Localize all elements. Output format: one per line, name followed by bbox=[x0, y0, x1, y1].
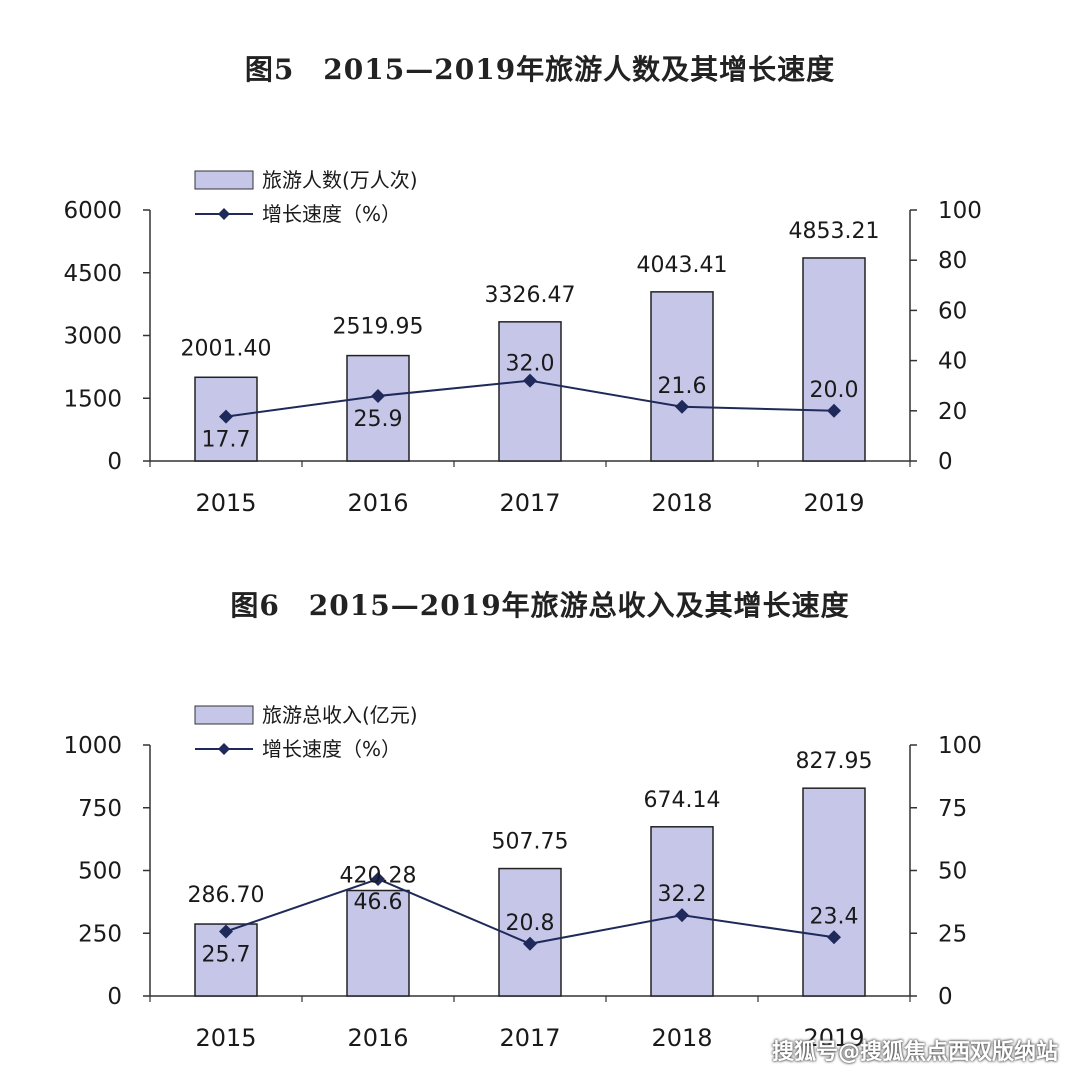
growth-value-label: 46.6 bbox=[354, 890, 403, 915]
growth-value-label: 17.7 bbox=[202, 428, 251, 453]
bar-value-label: 286.70 bbox=[188, 883, 265, 908]
growth-marker bbox=[523, 373, 537, 388]
bar-value-label: 420.28 bbox=[340, 864, 417, 889]
legend-line-label: 增长速度（%） bbox=[262, 737, 401, 761]
left-tick-label: 750 bbox=[78, 796, 122, 822]
category-label: 2019 bbox=[803, 1024, 864, 1052]
bar bbox=[346, 889, 410, 997]
legend-bar-swatch bbox=[194, 170, 254, 190]
left-tick-label: 0 bbox=[107, 449, 122, 475]
category-label: 2018 bbox=[651, 1024, 712, 1052]
category-label: 2016 bbox=[347, 1024, 408, 1052]
category-label: 2016 bbox=[347, 489, 408, 517]
bar bbox=[498, 867, 562, 997]
watermark-text: 搜狐号@搜狐焦点西双版纳站 bbox=[771, 1040, 1058, 1065]
bar bbox=[802, 787, 866, 997]
bar-value-label: 674.14 bbox=[644, 788, 721, 813]
growth-value-label: 20.0 bbox=[810, 378, 859, 403]
growth-marker bbox=[219, 924, 233, 939]
growth-value-label: 25.9 bbox=[354, 407, 403, 432]
chart-tourism-revenue: 图6 2015—2019年旅游总收入及其增长速度 旅游总收入(亿元) 增长速度（%… bbox=[0, 540, 1080, 1080]
right-tick-label: 40 bbox=[938, 349, 967, 375]
chart-title: 图6 2015—2019年旅游总收入及其增长速度 bbox=[230, 589, 850, 622]
growth-marker bbox=[219, 409, 233, 424]
right-tick-label: 0 bbox=[938, 984, 953, 1010]
legend-line-marker bbox=[218, 743, 230, 755]
growth-marker bbox=[371, 872, 385, 887]
bar-value-label: 4043.41 bbox=[637, 253, 728, 278]
bar bbox=[650, 291, 714, 462]
bar bbox=[346, 354, 410, 462]
left-tick-label: 1000 bbox=[63, 733, 122, 759]
right-tick-label: 25 bbox=[938, 921, 967, 947]
growth-value-label: 20.8 bbox=[506, 911, 555, 936]
bar-value-label: 2001.40 bbox=[181, 336, 272, 361]
chart-canvas: 旅游人数(万人次) 增长速度（%） 0 1500 3000 4500 6000 0 20 40 60… bbox=[63, 168, 982, 517]
left-tick-label: 1500 bbox=[63, 386, 122, 412]
legend-line-marker bbox=[218, 208, 230, 220]
category-label: 2017 bbox=[499, 489, 560, 517]
chart-canvas: 旅游总收入(亿元) 增长速度（%） 0 250 500 750 1000 0 25 50 75 100… bbox=[63, 703, 982, 1052]
right-tick-label: 0 bbox=[938, 449, 953, 475]
left-tick-label: 500 bbox=[78, 859, 122, 885]
bar bbox=[498, 321, 562, 462]
legend-bar-label: 旅游总收入(亿元) bbox=[262, 703, 418, 727]
category-label: 2018 bbox=[651, 489, 712, 517]
right-tick-label: 50 bbox=[938, 859, 967, 885]
growth-marker bbox=[675, 908, 689, 923]
growth-marker bbox=[827, 930, 841, 945]
bar-value-label: 507.75 bbox=[492, 830, 569, 855]
right-tick-label: 20 bbox=[938, 399, 967, 425]
left-tick-label: 6000 bbox=[63, 198, 122, 224]
left-tick-label: 3000 bbox=[63, 324, 122, 350]
bar-value-label: 4853.21 bbox=[789, 219, 880, 244]
right-tick-label: 100 bbox=[938, 733, 982, 759]
growth-marker bbox=[675, 399, 689, 414]
bar-value-label: 2519.95 bbox=[333, 315, 424, 340]
left-tick-label: 0 bbox=[107, 984, 122, 1010]
legend-line-label: 增长速度（%） bbox=[262, 202, 401, 226]
growth-value-label: 21.6 bbox=[658, 374, 707, 399]
category-label: 2015 bbox=[195, 489, 256, 517]
growth-marker bbox=[523, 936, 537, 951]
growth-marker bbox=[371, 388, 385, 403]
right-tick-label: 60 bbox=[938, 298, 967, 324]
right-tick-label: 80 bbox=[938, 248, 967, 274]
growth-value-label: 25.7 bbox=[202, 942, 251, 967]
right-tick-label: 75 bbox=[938, 796, 967, 822]
bar bbox=[194, 923, 258, 997]
left-tick-label: 4500 bbox=[63, 261, 122, 287]
bar-value-label: 3326.47 bbox=[485, 283, 576, 308]
right-tick-label: 100 bbox=[938, 198, 982, 224]
growth-marker bbox=[827, 403, 841, 418]
category-label: 2017 bbox=[499, 1024, 560, 1052]
chart-tourist-count: 图5 2015—2019年旅游人数及其增长速度 旅游人数(万人次) 增长速度（%）… bbox=[63, 53, 982, 517]
left-tick-label: 250 bbox=[78, 921, 122, 947]
legend-bar-label: 旅游人数(万人次) bbox=[262, 168, 418, 192]
category-label: 2015 bbox=[195, 1024, 256, 1052]
growth-value-label: 32.0 bbox=[506, 352, 555, 377]
bar-value-label: 827.95 bbox=[796, 749, 873, 774]
bar bbox=[802, 257, 866, 462]
chart-title: 图5 2015—2019年旅游人数及其增长速度 bbox=[244, 53, 836, 86]
growth-value-label: 32.2 bbox=[658, 882, 707, 907]
growth-value-label: 23.4 bbox=[810, 904, 859, 929]
category-label: 2019 bbox=[803, 489, 864, 517]
legend-bar-swatch bbox=[194, 705, 254, 725]
